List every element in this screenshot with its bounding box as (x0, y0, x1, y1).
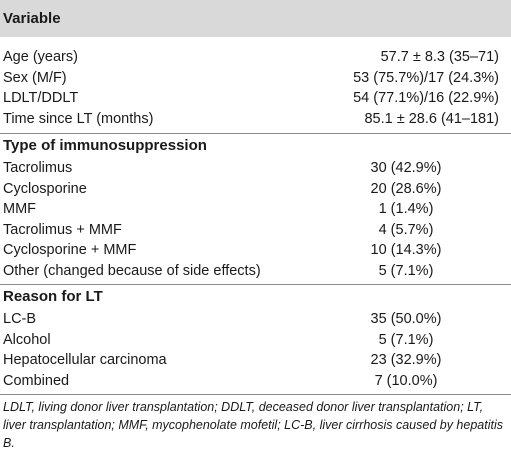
table-row: Time since LT (months) 85.1 ± 28.6 (41–1… (0, 109, 511, 130)
row-value: 7 (10.0%) (374, 372, 438, 389)
header-variable: Variable (3, 10, 61, 27)
data-table: Variable Age (years) 57.7 ± 8.3 (35–71) … (0, 0, 511, 395)
row-label: Age (years) (3, 49, 78, 66)
section-reason: Reason for LT LC-B 35 (50.0%) Alcohol 5 … (0, 285, 511, 395)
section-title: Reason for LT (3, 288, 103, 305)
table-row: Tacrolimus + MMF 4 (5.7%) (0, 220, 511, 241)
row-value: 54 (77.1%)/16 (22.9%) (353, 90, 499, 107)
row-label: MMF (3, 201, 37, 218)
row-label: Alcohol (3, 331, 51, 348)
row-label: LDLT/DDLT (3, 90, 79, 107)
row-label: Cyclosporine (3, 180, 87, 197)
table-row: Other (changed because of side effects) … (0, 261, 511, 282)
row-value: 30 (42.9%) (370, 160, 442, 177)
row-value: 4 (5.7%) (378, 221, 434, 238)
row-value: 20 (28.6%) (370, 180, 442, 197)
row-value: 35 (50.0%) (370, 311, 442, 328)
table-header: Variable (0, 0, 511, 38)
table-row: Age (years) 57.7 ± 8.3 (35–71) (0, 47, 511, 68)
table-row: Combined 7 (10.0%) (0, 371, 511, 392)
row-value: 85.1 ± 28.6 (41–181) (364, 110, 499, 127)
row-label: Cyclosporine + MMF (3, 242, 137, 259)
section-immunosuppression: Type of immunosuppression Tacrolimus 30 … (0, 134, 511, 285)
table-row: MMF 1 (1.4%) (0, 199, 511, 220)
row-label: Tacrolimus (3, 160, 73, 177)
row-label: Tacrolimus + MMF (3, 221, 122, 238)
table-row: Cyclosporine + MMF 10 (14.3%) (0, 240, 511, 261)
section-demographics: Age (years) 57.7 ± 8.3 (35–71) Sex (M/F)… (0, 38, 511, 134)
row-label: Other (changed because of side effects) (3, 262, 261, 279)
table-footnote: LDLT, living donor liver transplantation… (3, 400, 503, 450)
row-value: 5 (7.1%) (378, 331, 434, 348)
row-value: 1 (1.4%) (378, 201, 434, 218)
row-label: Time since LT (months) (3, 110, 154, 127)
table-row: Tacrolimus 30 (42.9%) (0, 158, 511, 179)
table-row: LC-B 35 (50.0%) (0, 309, 511, 330)
row-label: Sex (M/F) (3, 69, 67, 86)
table-row: LDLT/DDLT 54 (77.1%)/16 (22.9%) (0, 88, 511, 109)
row-label: LC-B (3, 311, 37, 328)
table-row: Alcohol 5 (7.1%) (0, 330, 511, 351)
section-title: Type of immunosuppression (3, 137, 207, 154)
table-row: Cyclosporine 20 (28.6%) (0, 179, 511, 200)
row-value: 53 (75.7%)/17 (24.3%) (353, 69, 499, 86)
row-value: 57.7 ± 8.3 (35–71) (380, 49, 499, 66)
row-value: 5 (7.1%) (378, 262, 434, 279)
row-label: Combined (3, 372, 70, 389)
table-row: Sex (M/F) 53 (75.7%)/17 (24.3%) (0, 68, 511, 89)
row-value: 23 (32.9%) (370, 352, 442, 369)
row-label: Hepatocellular carcinoma (3, 352, 167, 369)
row-value: 10 (14.3%) (370, 242, 442, 259)
table-row: Hepatocellular carcinoma 23 (32.9%) (0, 350, 511, 371)
